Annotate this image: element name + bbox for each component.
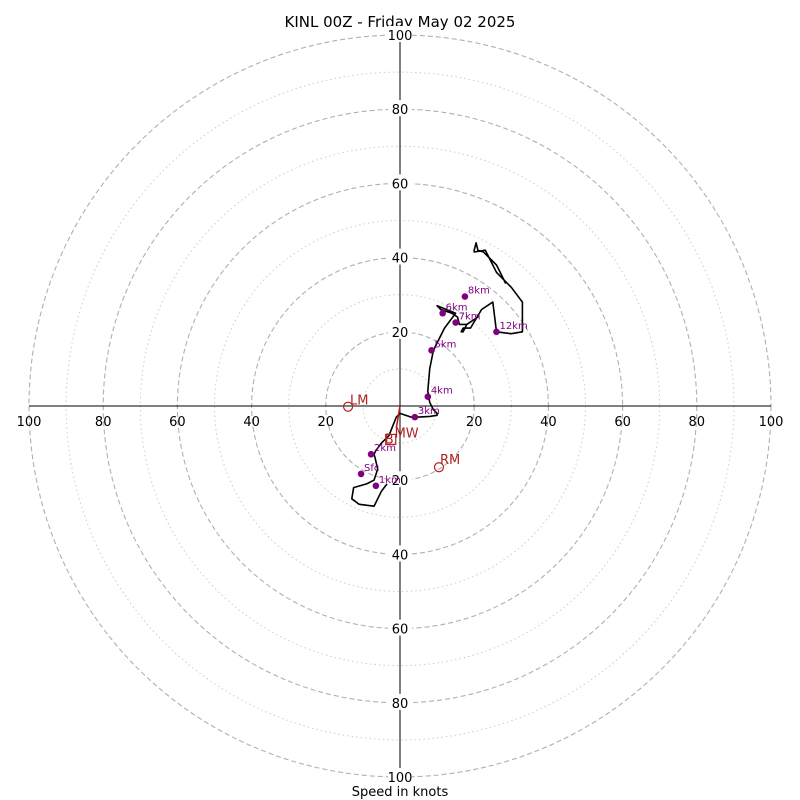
y-tick-label: 80	[392, 103, 409, 118]
height-marker-3km	[411, 413, 419, 421]
height-marker-12km	[493, 328, 500, 336]
tick-labels: 100 80 60 40 20 20 40 60 80 100 100 80 60 40 20 20 40 60 8…	[17, 26, 784, 786]
left-mover-label: LM	[350, 394, 368, 409]
x-axis-label: Speed in knots	[352, 785, 449, 800]
x-tick-label: 80	[95, 415, 112, 430]
height-marker-8km	[461, 293, 469, 300]
left-mover-marker	[342, 401, 354, 412]
right-mover-label: RM	[440, 453, 460, 468]
x-tick-label: 20	[466, 415, 483, 430]
x-tick-label: 80	[689, 415, 706, 430]
mean-wind-label: MW	[395, 427, 419, 442]
x-tick-label: 40	[243, 415, 260, 430]
y-tick-label: 100	[388, 29, 413, 44]
storm-motion-markers: B MW LM RM	[342, 394, 460, 473]
height-label-4km: 4km	[431, 386, 453, 397]
hodograph-line	[350, 242, 524, 508]
height-label-3km: 3km	[418, 406, 440, 417]
y-tick-background	[388, 100, 412, 117]
y-tick-label: 20	[392, 326, 409, 341]
height-label-6km: 6km	[446, 302, 468, 313]
y-tick-background	[388, 26, 412, 42]
height-label-5km: 5km	[435, 339, 457, 350]
y-tick-label: 100	[388, 771, 413, 786]
height-marker-6km	[439, 309, 446, 317]
y-tick-background	[388, 248, 412, 265]
x-tick-label: 20	[318, 415, 335, 430]
bunkers-vector	[395, 405, 401, 429]
y-tick-label: 80	[392, 697, 409, 712]
height-marker-1km	[372, 482, 380, 490]
height-label-12km: 12km	[499, 321, 527, 332]
x-tick-label: 100	[759, 415, 784, 430]
height-label-1km: 1km	[379, 475, 401, 486]
x-tick-label: 40	[540, 415, 557, 430]
hodograph-trace	[350, 242, 524, 508]
height-marker-4km	[424, 393, 432, 401]
y-tick-background	[388, 693, 412, 710]
y-tick-label: 40	[392, 548, 409, 563]
y-tick-label: 60	[392, 177, 409, 192]
height-label-7km: 7km	[459, 312, 481, 323]
right-mover-marker	[433, 462, 445, 473]
chart-title: KINL 00Z - Friday May 02 2025	[285, 13, 516, 31]
y-tick-background	[388, 174, 412, 191]
bunkers-square-marker	[385, 433, 397, 445]
height-marker-Sfc	[357, 470, 365, 478]
x-tick-label: 100	[17, 415, 42, 430]
height-label-8km: 8km	[468, 286, 490, 297]
y-tick-background	[388, 619, 412, 636]
height-label-Sfc: Sfc	[364, 463, 379, 474]
height-label-2km: 2km	[374, 443, 396, 454]
y-tick-label: 60	[392, 623, 409, 638]
y-tick-background	[388, 471, 412, 488]
height-marker-7km	[452, 319, 459, 326]
y-tick-background	[388, 545, 412, 562]
x-tick-label: 60	[614, 415, 631, 430]
y-tick-label: 20	[392, 474, 409, 489]
y-tick-label: 40	[392, 252, 409, 267]
y-tick-background	[388, 768, 412, 784]
height-marker-2km	[367, 450, 375, 458]
y-tick-background	[388, 322, 412, 339]
x-tick-label: 60	[169, 415, 186, 430]
height-marker-5km	[428, 347, 435, 354]
bunkers-label: B	[385, 432, 394, 447]
